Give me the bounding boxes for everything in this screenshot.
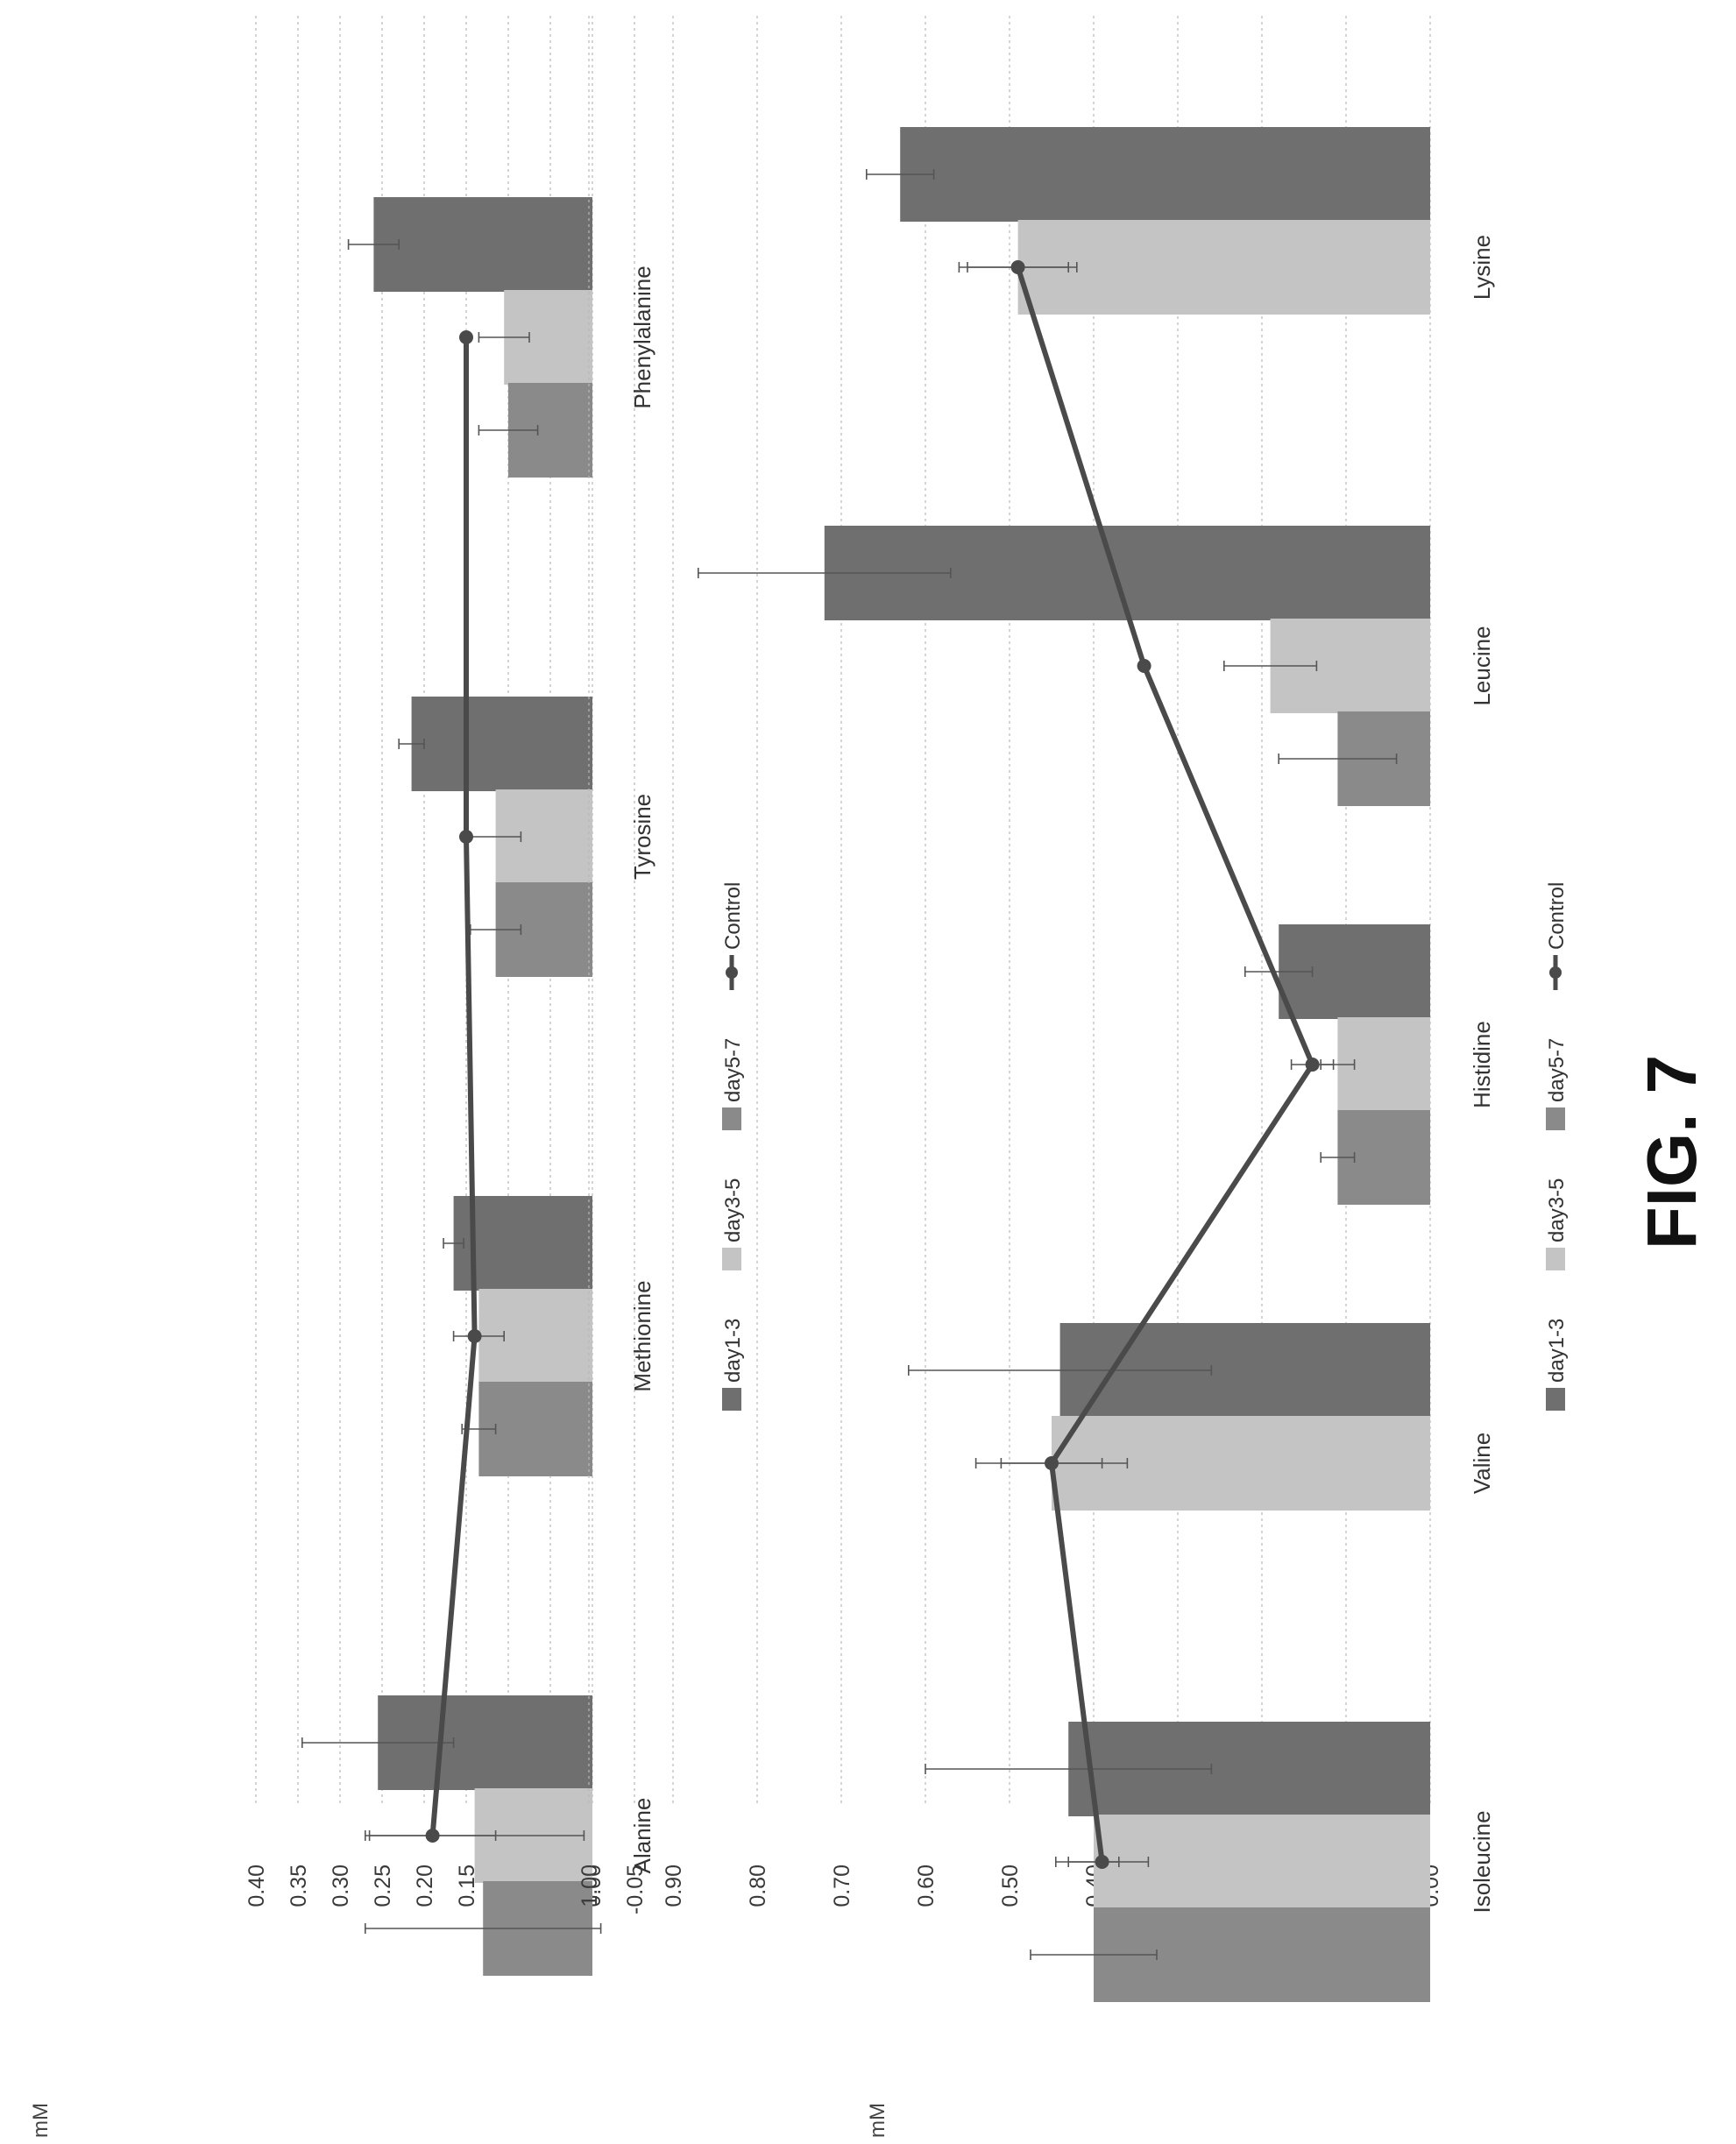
bar-day1-3 xyxy=(411,697,592,791)
control-point xyxy=(1137,659,1151,673)
y-tick-label: 0.80 xyxy=(746,1865,770,1907)
error-bar-day1-3 xyxy=(301,1737,455,1748)
error-bar-day1-3 xyxy=(925,1764,1213,1774)
bar-day5-7 xyxy=(478,1382,592,1476)
legend-item: day1-3 xyxy=(1545,1319,1569,1411)
y-tick-label: 0.35 xyxy=(287,1865,311,1907)
legend-swatch xyxy=(1546,1388,1565,1411)
category-label: Valine xyxy=(1469,1433,1495,1494)
legend-label: day3-5 xyxy=(1545,1178,1569,1242)
category-label: Isoleucine xyxy=(1469,1810,1495,1913)
error-bar-day1-3 xyxy=(908,1365,1213,1376)
control-point xyxy=(459,330,473,344)
legend-item: Control xyxy=(1545,882,1569,990)
control-point xyxy=(1095,1855,1109,1869)
y-tick-label: 0.50 xyxy=(998,1865,1023,1907)
figure-label: FIG. 7 xyxy=(1633,1055,1711,1249)
error-bar-day5-7 xyxy=(1320,1152,1356,1163)
control-point xyxy=(425,1829,440,1843)
y-tick-label: 0.30 xyxy=(329,1865,353,1907)
legend-marker xyxy=(1549,966,1562,979)
category-label: Lysine xyxy=(1469,235,1495,300)
error-bar-day1-3 xyxy=(697,568,952,578)
category-label: Phenylalanine xyxy=(629,265,655,408)
y-tick-label: 0.60 xyxy=(914,1865,939,1907)
control-line xyxy=(429,337,478,1836)
legend-swatch xyxy=(1546,1107,1565,1130)
legend-label: day5-7 xyxy=(721,1038,745,1102)
legend-item: day5-7 xyxy=(721,1038,745,1130)
error-bar-day1-3 xyxy=(1244,966,1314,977)
legend-marker xyxy=(726,966,738,979)
bar-day1-3 xyxy=(373,197,592,292)
error-bar-day3-5 xyxy=(478,332,530,343)
error-bar-day1-3 xyxy=(347,239,400,250)
chart-bottom: 0.000.100.200.300.400.500.600.700.800.90… xyxy=(577,16,1569,2138)
category-label: Methionine xyxy=(629,1280,655,1391)
category-label: Tyrosine xyxy=(629,794,655,880)
legend-swatch xyxy=(1546,1248,1565,1270)
control-point xyxy=(459,830,473,844)
legend-label: day3-5 xyxy=(721,1178,745,1242)
error-bar-day5-7 xyxy=(478,425,539,435)
bar-day3-5 xyxy=(1094,1815,1430,1909)
legend-label: Control xyxy=(1545,882,1569,950)
y-tick-label: 1.00 xyxy=(577,1865,602,1907)
legend-label: day5-7 xyxy=(1545,1038,1569,1102)
legend-item: day3-5 xyxy=(1545,1178,1569,1270)
y-tick-label: 0.70 xyxy=(830,1865,854,1907)
legend-item: day3-5 xyxy=(721,1178,745,1270)
legend: day1-3 day3-5 day5-7 Control xyxy=(721,882,745,1411)
error-bar-day3-5 xyxy=(1223,661,1318,671)
error-bar-day1-3 xyxy=(865,169,935,180)
y-tick-label: 0.40 xyxy=(244,1865,269,1907)
y-axis-label: mM xyxy=(866,2103,889,2138)
error-bar-day5-7 xyxy=(364,1923,602,1934)
category-label: Histidine xyxy=(1469,1021,1495,1108)
y-tick-label: -0.05 xyxy=(623,1865,648,1914)
legend-label: Control xyxy=(721,882,745,950)
category-label: Alanine xyxy=(629,1798,655,1874)
y-axis-label: mM xyxy=(29,2103,53,2138)
bar-day1-3 xyxy=(453,1196,592,1291)
error-bar-day1-3 xyxy=(398,739,425,749)
control-point xyxy=(467,1329,482,1343)
y-tick-label: 0.20 xyxy=(413,1865,437,1907)
legend: day1-3 day3-5 day5-7 Control xyxy=(1545,882,1569,1411)
error-bar-day5-7 xyxy=(1278,754,1398,764)
y-tick-label: 0.25 xyxy=(371,1865,395,1907)
control-point xyxy=(1305,1058,1320,1072)
bar-day3-5 xyxy=(1017,220,1430,315)
control-point xyxy=(1045,1456,1059,1470)
legend-label: day1-3 xyxy=(721,1319,745,1383)
error-bar-day5-7 xyxy=(1030,1949,1158,1960)
legend-swatch xyxy=(722,1248,741,1270)
error-bar-day1-3 xyxy=(443,1238,464,1249)
control-point xyxy=(1010,260,1025,274)
legend-swatch xyxy=(722,1107,741,1130)
legend-item: Control xyxy=(721,882,745,990)
chart-top: -0.050.000.050.100.150.200.250.300.350.4… xyxy=(29,16,745,2138)
legend-swatch xyxy=(722,1388,741,1411)
y-tick-label: 0.90 xyxy=(662,1865,686,1907)
category-label: Leucine xyxy=(1469,626,1495,705)
legend-item: day1-3 xyxy=(721,1319,745,1411)
legend-item: day5-7 xyxy=(1545,1038,1569,1130)
control-line xyxy=(1015,266,1315,1863)
bar-day1-3 xyxy=(900,127,1430,222)
legend-label: day1-3 xyxy=(1545,1319,1569,1383)
